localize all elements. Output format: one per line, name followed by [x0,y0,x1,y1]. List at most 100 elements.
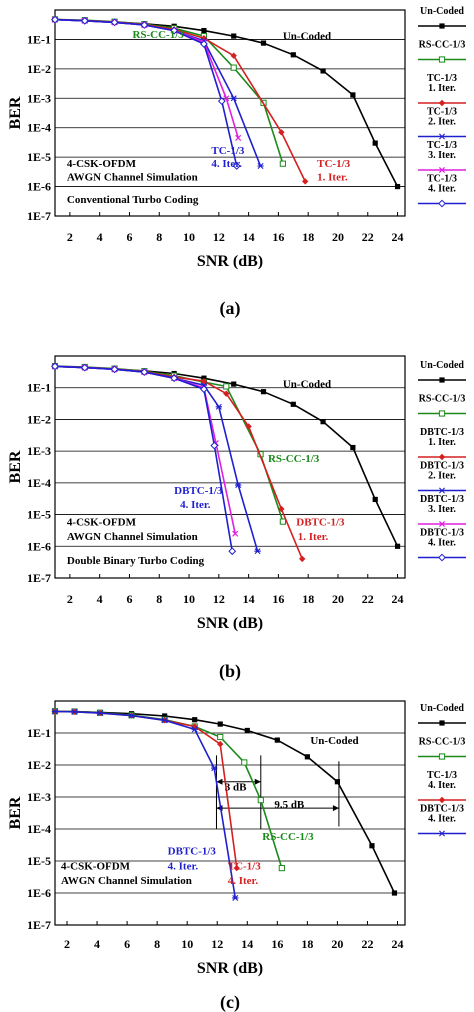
legend-label: RS-CC-1/3 [419,737,466,748]
x-tick-label: 20 [331,937,343,951]
data-point [290,401,296,407]
data-point [80,363,89,372]
legend-label: 3. Iter. [428,150,456,161]
legend-label: 4. Iter. [428,538,456,549]
legend-label: TC-1/3 [427,73,457,84]
legend-marker [439,23,445,29]
x-tick-label: 10 [183,592,195,606]
data-point [234,482,242,489]
legend-label: 3. Iter. [428,504,456,515]
difference-marker [215,761,340,827]
y-tick-label: 1E-6 [27,886,51,900]
x-tick-label: 6 [126,592,132,606]
x-tick-label: 16 [272,592,284,606]
annotation: 3 dB [225,781,247,793]
data-point [230,95,237,102]
data-point [217,740,224,748]
x-tick-label: 18 [301,937,313,951]
y-axis-title: BER [7,796,24,829]
data-point [245,423,252,430]
y-axis-title: BER [7,96,24,129]
y-tick-label: 1E-3 [27,91,51,105]
annotation: Un-Coded [310,735,358,747]
legend-marker [438,753,446,760]
annotation: 1. Iter. [317,172,348,184]
legend-label: 2. Iter. [428,117,456,128]
y-tick-label: 1E-2 [27,62,51,76]
x-tick-label: 14 [243,230,255,244]
data-point [51,708,59,715]
data-point [191,723,198,730]
data-point [96,710,104,717]
annotation: Conventional Turbo Coding [67,194,199,206]
data-point [192,717,198,723]
x-axis-title: SNR (dB) [197,960,263,977]
x-tick-label: 6 [126,230,132,244]
data-point [233,864,240,872]
x-tick-label: 12 [211,937,223,951]
annotation: AWGN Channel Simulation [67,531,198,543]
x-tick-label: 2 [67,592,73,606]
legend-marker [438,553,446,562]
series-line [54,710,237,899]
data-point [223,383,230,390]
legend-label: DBTC-1/3 [420,528,464,539]
annotation: RS-CC-1/3 [132,29,184,41]
data-point [241,759,248,766]
series-line [54,365,284,522]
data-point [162,713,168,719]
legend-label: 1. Iter. [428,83,456,94]
data-point [110,18,119,27]
x-tick-label: 22 [361,937,373,951]
data-point [279,518,286,525]
x-tick-label: 22 [362,230,374,244]
legend-label: TC-1/3 [427,140,457,151]
y-tick-label: 1E-6 [27,539,51,553]
annotation: RS-CC-1/3 [268,453,320,465]
series-4 [51,708,239,901]
data-point [279,160,286,167]
x-tick-label: 8 [156,230,162,244]
data-point [334,779,341,785]
data-point [369,843,375,849]
x-tick-label: 18 [302,592,314,606]
y-tick-label: 1E-3 [27,444,51,458]
data-point [232,530,239,537]
data-point [290,52,296,58]
legend-marker [438,133,446,140]
y-tick-label: 1E-4 [27,476,51,490]
data-point [302,178,309,185]
annotation: RS-CC-1/3 [262,831,314,843]
legend-marker [438,99,446,107]
y-tick-label: 1E-1 [27,32,51,46]
legend-marker [439,720,445,726]
data-point [140,368,149,377]
legend-label: DBTC-1/3 [420,461,464,472]
x-tick-label: 10 [183,230,195,244]
legend-label: 1. Iter. [428,437,456,448]
data-point [257,797,264,804]
data-point [200,40,208,48]
y-tick-label: 1E-5 [27,150,51,164]
data-point [254,548,261,555]
data-point [228,547,237,556]
legend-marker [438,199,446,208]
y-tick-label: 1E-7 [27,571,51,585]
data-point [230,52,237,59]
data-point [230,64,237,71]
data-point [51,362,59,371]
x-tick-label: 18 [302,230,314,244]
y-tick-label: 1E-5 [27,854,51,868]
legend-marker [438,487,446,494]
data-point [274,737,280,743]
data-point [223,390,230,397]
x-tick-label: 10 [181,937,193,951]
data-point [394,183,401,190]
data-point [128,712,135,719]
data-point [260,389,267,395]
y-tick-label: 1E-4 [27,822,51,836]
x-tick-label: 12 [213,592,225,606]
x-tick-label: 6 [124,937,130,951]
data-point [320,68,326,74]
x-tick-label: 20 [332,230,344,244]
